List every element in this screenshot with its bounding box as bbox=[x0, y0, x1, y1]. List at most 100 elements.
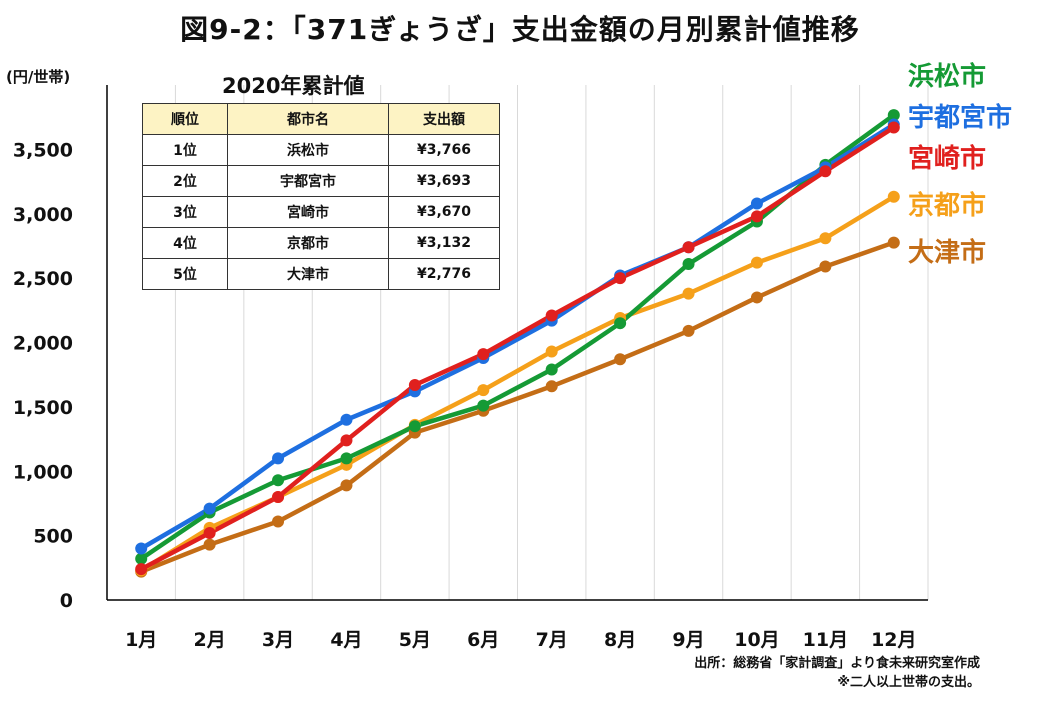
data-point-s4-m3 bbox=[272, 515, 285, 528]
table-header-amount: 支出額 bbox=[388, 103, 500, 135]
data-point-s1-m2 bbox=[203, 502, 216, 515]
data-point-s3-m12 bbox=[887, 190, 900, 203]
data-point-s1-m3 bbox=[272, 452, 285, 465]
table-cell-rank: 1位 bbox=[142, 134, 228, 166]
table-row: 3位 宮崎市 ¥3,670 bbox=[142, 196, 500, 228]
y-tick-label: 1,500 bbox=[13, 397, 73, 419]
table-row: 5位 大津市 ¥2,776 bbox=[142, 258, 500, 290]
table-cell-city: 京都市 bbox=[227, 227, 389, 259]
data-point-s4-m8 bbox=[614, 353, 627, 366]
data-point-s2-m12 bbox=[887, 121, 900, 134]
data-point-s2-m10 bbox=[750, 210, 763, 223]
data-point-s2-m11 bbox=[819, 165, 832, 178]
data-point-s3-m10 bbox=[750, 256, 763, 269]
table-cell-amount: ¥3,693 bbox=[388, 165, 500, 197]
legend-label-hamamatsu: 浜松市 bbox=[908, 62, 987, 92]
data-point-s2-m9 bbox=[682, 241, 695, 254]
table-cell-rank: 3位 bbox=[142, 196, 228, 228]
y-tick-label: 500 bbox=[33, 526, 73, 548]
table-header-city: 都市名 bbox=[227, 103, 389, 135]
y-tick-label: 2,000 bbox=[13, 333, 73, 355]
data-point-s3-m7 bbox=[545, 345, 558, 358]
data-point-s2-m6 bbox=[477, 348, 490, 361]
data-point-s0-m8 bbox=[614, 317, 627, 330]
data-point-s0-m6 bbox=[477, 399, 490, 412]
table-cell-city: 宇都宮市 bbox=[227, 165, 389, 197]
table-cell-amount: ¥2,776 bbox=[388, 258, 500, 290]
data-point-s3-m9 bbox=[682, 287, 695, 300]
data-point-s0-m9 bbox=[682, 257, 695, 270]
data-point-s0-m7 bbox=[545, 363, 558, 376]
data-point-s0-m12 bbox=[887, 109, 900, 122]
y-tick-label: 3,500 bbox=[13, 139, 73, 161]
legend-label-kyoto: 京都市 bbox=[908, 191, 987, 221]
series-line-4 bbox=[138, 240, 897, 574]
x-tick-label: 4月 bbox=[330, 629, 362, 651]
table-cell-city: 大津市 bbox=[227, 258, 389, 290]
x-tick-label: 1月 bbox=[125, 629, 157, 651]
x-tick-label: 6月 bbox=[467, 629, 499, 651]
table-row: 4位 京都市 ¥3,132 bbox=[142, 227, 500, 259]
x-tick-label: 5月 bbox=[399, 629, 431, 651]
data-point-s1-m1 bbox=[135, 542, 148, 555]
x-tick-label: 10月 bbox=[734, 629, 779, 651]
data-point-s2-m8 bbox=[614, 272, 627, 285]
source-note: 出所：総務省「家計調査」より食未来研究室作成 ※二人以上世帯の支出。 bbox=[694, 654, 980, 692]
x-tick-label: 7月 bbox=[536, 629, 568, 651]
series-line-1 bbox=[138, 122, 897, 551]
series-line-2 bbox=[138, 125, 897, 572]
y-tick-label: 0 bbox=[60, 590, 73, 612]
data-point-s2-m7 bbox=[545, 309, 558, 322]
table-cell-rank: 5位 bbox=[142, 258, 228, 290]
data-point-s4-m7 bbox=[545, 380, 558, 393]
chart-title: 図9-2：「371ぎょうざ」支出金額の月別累計値推移 bbox=[180, 13, 860, 46]
y-tick-label: 2,500 bbox=[13, 268, 73, 290]
table-header-row: 順位 都市名 支出額 bbox=[142, 103, 500, 135]
data-point-s2-m5 bbox=[408, 378, 421, 391]
source-line: 出所：総務省「家計調査」より食未来研究室作成 bbox=[694, 656, 980, 671]
x-tick-label: 8月 bbox=[604, 629, 636, 651]
data-point-s4-m9 bbox=[682, 324, 695, 337]
table-cell-rank: 4位 bbox=[142, 227, 228, 259]
data-point-s2-m2 bbox=[203, 527, 216, 540]
data-point-s2-m1 bbox=[135, 563, 148, 576]
table-cell-amount: ¥3,766 bbox=[388, 134, 500, 166]
y-tick-label: 1,000 bbox=[13, 461, 73, 483]
table-cell-amount: ¥3,670 bbox=[388, 196, 500, 228]
table-header-rank: 順位 bbox=[142, 103, 228, 135]
ranking-table: 順位 都市名 支出額 1位 浜松市 ¥3,766 2位 宇都宮市 ¥3,693 … bbox=[142, 103, 500, 290]
x-tick-label: 12月 bbox=[871, 629, 916, 651]
table-row: 1位 浜松市 ¥3,766 bbox=[142, 134, 500, 166]
data-point-s1-m4 bbox=[340, 413, 353, 426]
data-point-s3-m11 bbox=[819, 232, 832, 245]
table-cell-city: 浜松市 bbox=[227, 134, 389, 166]
data-point-s1-m10 bbox=[750, 197, 763, 210]
data-point-s4-m4 bbox=[340, 479, 353, 492]
table-title: 2020年累計値 bbox=[222, 74, 365, 98]
data-point-s4-m10 bbox=[750, 291, 763, 304]
x-tick-label: 9月 bbox=[672, 629, 704, 651]
x-tick-label: 11月 bbox=[803, 629, 848, 651]
data-point-s0-m4 bbox=[340, 452, 353, 465]
data-point-s4-m11 bbox=[819, 260, 832, 273]
table-cell-amount: ¥3,132 bbox=[388, 227, 500, 259]
y-tick-label: 3,000 bbox=[13, 204, 73, 226]
series-line-0 bbox=[138, 112, 897, 562]
legend-label-miyazaki: 宮崎市 bbox=[908, 144, 987, 174]
legend-label-utsunomiya: 宇都宮市 bbox=[908, 103, 1013, 133]
footnote-line: ※二人以上世帯の支出。 bbox=[837, 675, 980, 690]
data-point-s4-m2 bbox=[203, 538, 216, 551]
table-cell-rank: 2位 bbox=[142, 165, 228, 197]
data-point-s0-m3 bbox=[272, 474, 285, 487]
x-tick-label: 3月 bbox=[262, 629, 294, 651]
x-tick-label: 2月 bbox=[194, 629, 226, 651]
table-row: 2位 宇都宮市 ¥3,693 bbox=[142, 165, 500, 197]
table-cell-city: 宮崎市 bbox=[227, 196, 389, 228]
y-axis-unit-label: (円/世帯) bbox=[6, 68, 71, 86]
data-point-s4-m12 bbox=[887, 236, 900, 249]
data-point-s3-m6 bbox=[477, 384, 490, 397]
legend-label-otsu: 大津市 bbox=[908, 238, 987, 268]
data-point-s0-m5 bbox=[408, 420, 421, 433]
data-point-s2-m4 bbox=[340, 434, 353, 447]
